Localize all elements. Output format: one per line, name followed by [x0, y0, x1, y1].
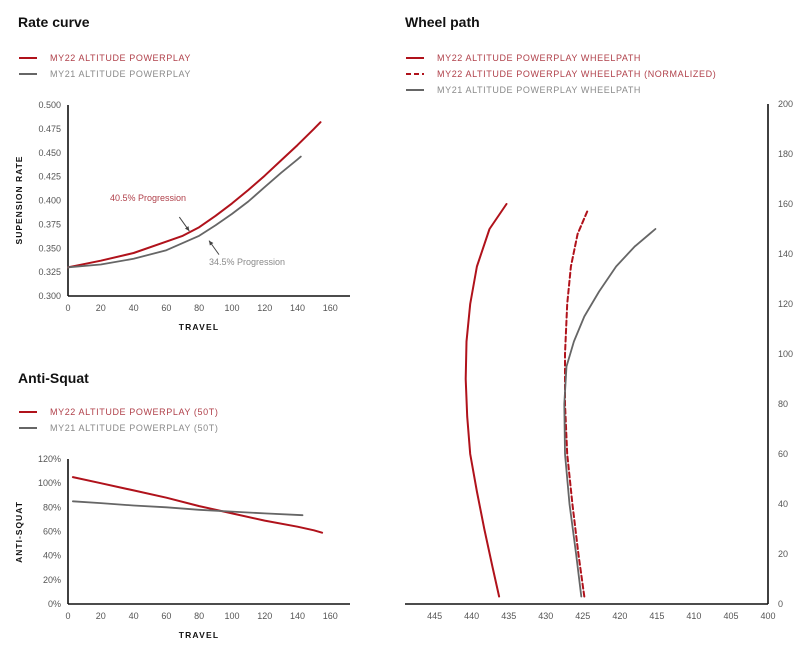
legend-label: MY21 ALTITUDE POWERPLAY WHEELPATH — [437, 85, 642, 95]
y-tick-label: 0.325 — [38, 267, 61, 277]
x-tick-label: 400 — [760, 611, 775, 621]
series-line-1 — [564, 210, 589, 598]
rate-curve-title: Rate curve — [18, 14, 90, 30]
y-axis-label: ANTI-SQUAT — [14, 501, 24, 563]
series-line-2 — [563, 228, 657, 598]
y-tick-label: 120 — [778, 299, 793, 309]
x-tick-label: 20 — [96, 303, 106, 313]
legend-item: MY22 ALTITUDE POWERPLAY WHEELPATH — [405, 50, 716, 66]
wheel-path-legend: MY22 ALTITUDE POWERPLAY WHEELPATH MY22 AL… — [405, 50, 716, 98]
legend-label: MY22 ALTITUDE POWERPLAY (50T) — [50, 407, 219, 417]
y-tick-label: 60% — [43, 527, 61, 537]
legend-item: MY22 ALTITUDE POWERPLAY — [18, 50, 191, 66]
x-tick-label: 415 — [649, 611, 664, 621]
series-line-1 — [72, 500, 304, 517]
x-tick-label: 60 — [161, 611, 171, 621]
y-axis-label: SUPENSION RATE — [14, 156, 24, 245]
x-tick-label: 140 — [290, 611, 305, 621]
x-tick-label: 120 — [257, 303, 272, 313]
y-tick-label: 0.450 — [38, 148, 61, 158]
y-tick-label: 100% — [38, 478, 61, 488]
legend-label: MY21 ALTITUDE POWERPLAY — [50, 69, 191, 79]
legend-swatch — [406, 57, 424, 59]
x-tick-label: 0 — [65, 611, 70, 621]
series-line-0 — [464, 203, 508, 598]
x-tick-label: 80 — [194, 303, 204, 313]
x-tick-label: 435 — [501, 611, 516, 621]
anti-squat-legend: MY22 ALTITUDE POWERPLAY (50T) MY21 ALTITU… — [18, 404, 218, 436]
y-tick-label: 0.350 — [38, 243, 61, 253]
legend-label: MY22 ALTITUDE POWERPLAY WHEELPATH (NORMA… — [437, 69, 717, 79]
y-tick-label: 40% — [43, 551, 61, 561]
x-tick-label: 425 — [575, 611, 590, 621]
y-tick-label: 0.425 — [38, 172, 61, 182]
legend-swatch — [19, 73, 37, 75]
series-line-1 — [67, 155, 302, 269]
x-tick-label: 80 — [194, 611, 204, 621]
x-tick-label: 140 — [290, 303, 305, 313]
y-tick-label: 140 — [778, 249, 793, 259]
series-line-0 — [67, 121, 322, 269]
x-tick-label: 160 — [323, 611, 338, 621]
x-tick-label: 430 — [538, 611, 553, 621]
y-tick-label: 0% — [48, 599, 61, 609]
y-tick-label: 80% — [43, 502, 61, 512]
y-tick-label: 200 — [778, 99, 793, 109]
x-tick-label: 410 — [686, 611, 701, 621]
y-tick-label: 0 — [778, 599, 783, 609]
y-tick-label: 0.500 — [38, 100, 61, 110]
x-tick-label: 100 — [224, 303, 239, 313]
y-tick-label: 20% — [43, 575, 61, 585]
rate-curve-legend: MY22 ALTITUDE POWERPLAY MY21 ALTITUDE POW… — [18, 50, 191, 82]
x-tick-label: 160 — [323, 303, 338, 313]
wheel-path-title: Wheel path — [405, 14, 480, 30]
anti-squat-title: Anti-Squat — [18, 370, 89, 386]
y-tick-label: 180 — [778, 149, 793, 159]
y-tick-label: 0.475 — [38, 124, 61, 134]
legend-item: MY22 ALTITUDE POWERPLAY (50T) — [18, 404, 218, 420]
y-tick-label: 20 — [778, 549, 788, 559]
x-tick-label: 405 — [723, 611, 738, 621]
legend-item: MY21 ALTITUDE POWERPLAY WHEELPATH — [405, 82, 716, 98]
x-tick-label: 40 — [129, 303, 139, 313]
x-tick-label: 445 — [427, 611, 442, 621]
x-axis-label: TRAVEL — [179, 630, 220, 640]
y-tick-label: 80 — [778, 399, 788, 409]
y-tick-label: 60 — [778, 449, 788, 459]
legend-item: MY21 ALTITUDE POWERPLAY (50T) — [18, 420, 218, 436]
annotation-label: 40.5% Progression — [110, 193, 186, 203]
legend-label: MY22 ALTITUDE POWERPLAY — [50, 53, 191, 63]
x-tick-label: 440 — [464, 611, 479, 621]
legend-item: MY22 ALTITUDE POWERPLAY WHEELPATH (NORMA… — [405, 66, 716, 82]
legend-swatch — [19, 57, 37, 59]
x-tick-label: 420 — [612, 611, 627, 621]
x-tick-label: 20 — [96, 611, 106, 621]
y-tick-label: 120% — [38, 454, 61, 464]
annotation-arrowhead — [184, 226, 190, 232]
x-tick-label: 120 — [257, 611, 272, 621]
x-tick-label: 60 — [161, 303, 171, 313]
y-tick-label: 0.400 — [38, 196, 61, 206]
legend-swatch — [19, 411, 37, 413]
y-tick-label: 160 — [778, 199, 793, 209]
y-tick-label: 100 — [778, 349, 793, 359]
legend-label: MY21 ALTITUDE POWERPLAY (50T) — [50, 423, 219, 433]
y-tick-label: 0.375 — [38, 219, 61, 229]
legend-swatch — [406, 73, 424, 75]
y-tick-label: 0.300 — [38, 291, 61, 301]
annotation-arrowhead — [209, 240, 214, 246]
legend-swatch — [406, 89, 424, 91]
x-axis-label: TRAVEL — [179, 322, 220, 332]
legend-item: MY21 ALTITUDE POWERPLAY — [18, 66, 191, 82]
y-tick-label: 40 — [778, 499, 788, 509]
x-tick-label: 100 — [224, 611, 239, 621]
x-tick-label: 40 — [129, 611, 139, 621]
x-tick-label: 0 — [65, 303, 70, 313]
legend-label: MY22 ALTITUDE POWERPLAY WHEELPATH — [437, 53, 642, 63]
annotation-label: 34.5% Progression — [209, 257, 285, 267]
series-line-0 — [71, 476, 324, 534]
legend-swatch — [19, 427, 37, 429]
